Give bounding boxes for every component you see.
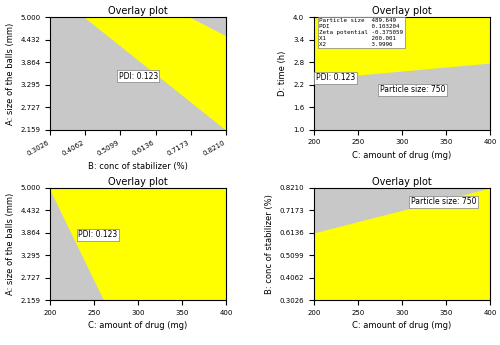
Y-axis label: A: size of the balls (mm): A: size of the balls (mm) (6, 22, 15, 125)
Polygon shape (85, 17, 226, 129)
Polygon shape (191, 17, 226, 35)
Text: PDI: 0.123: PDI: 0.123 (78, 230, 118, 239)
Y-axis label: A: size of the balls (mm): A: size of the balls (mm) (6, 193, 15, 295)
X-axis label: B: conc of stabilizer (%): B: conc of stabilizer (%) (88, 162, 188, 171)
Title: Overlay plot: Overlay plot (372, 7, 432, 17)
Text: PDI: 0.123: PDI: 0.123 (118, 71, 158, 80)
Text: Particle size  489.649
PDI            0.103204
Zeta potential -0.375059
X1      : Particle size 489.649 PDI 0.103204 Zeta … (320, 18, 404, 47)
X-axis label: C: amount of drug (mg): C: amount of drug (mg) (352, 151, 452, 160)
Y-axis label: D: time (h): D: time (h) (278, 51, 287, 96)
X-axis label: C: amount of drug (mg): C: amount of drug (mg) (352, 322, 452, 331)
Polygon shape (314, 188, 490, 233)
Y-axis label: B: conc of stabilizer (%): B: conc of stabilizer (%) (265, 194, 274, 294)
X-axis label: C: amount of drug (mg): C: amount of drug (mg) (88, 322, 188, 331)
Text: Particle size: 750: Particle size: 750 (411, 197, 476, 206)
Title: Overlay plot: Overlay plot (372, 177, 432, 187)
Text: PDI: 0.123: PDI: 0.123 (316, 73, 355, 82)
Polygon shape (50, 188, 226, 300)
Text: Particle size: 750: Particle size: 750 (380, 85, 446, 94)
Title: Overlay plot: Overlay plot (108, 7, 168, 17)
Polygon shape (314, 78, 324, 129)
Title: Overlay plot: Overlay plot (108, 177, 168, 187)
Polygon shape (314, 17, 490, 78)
